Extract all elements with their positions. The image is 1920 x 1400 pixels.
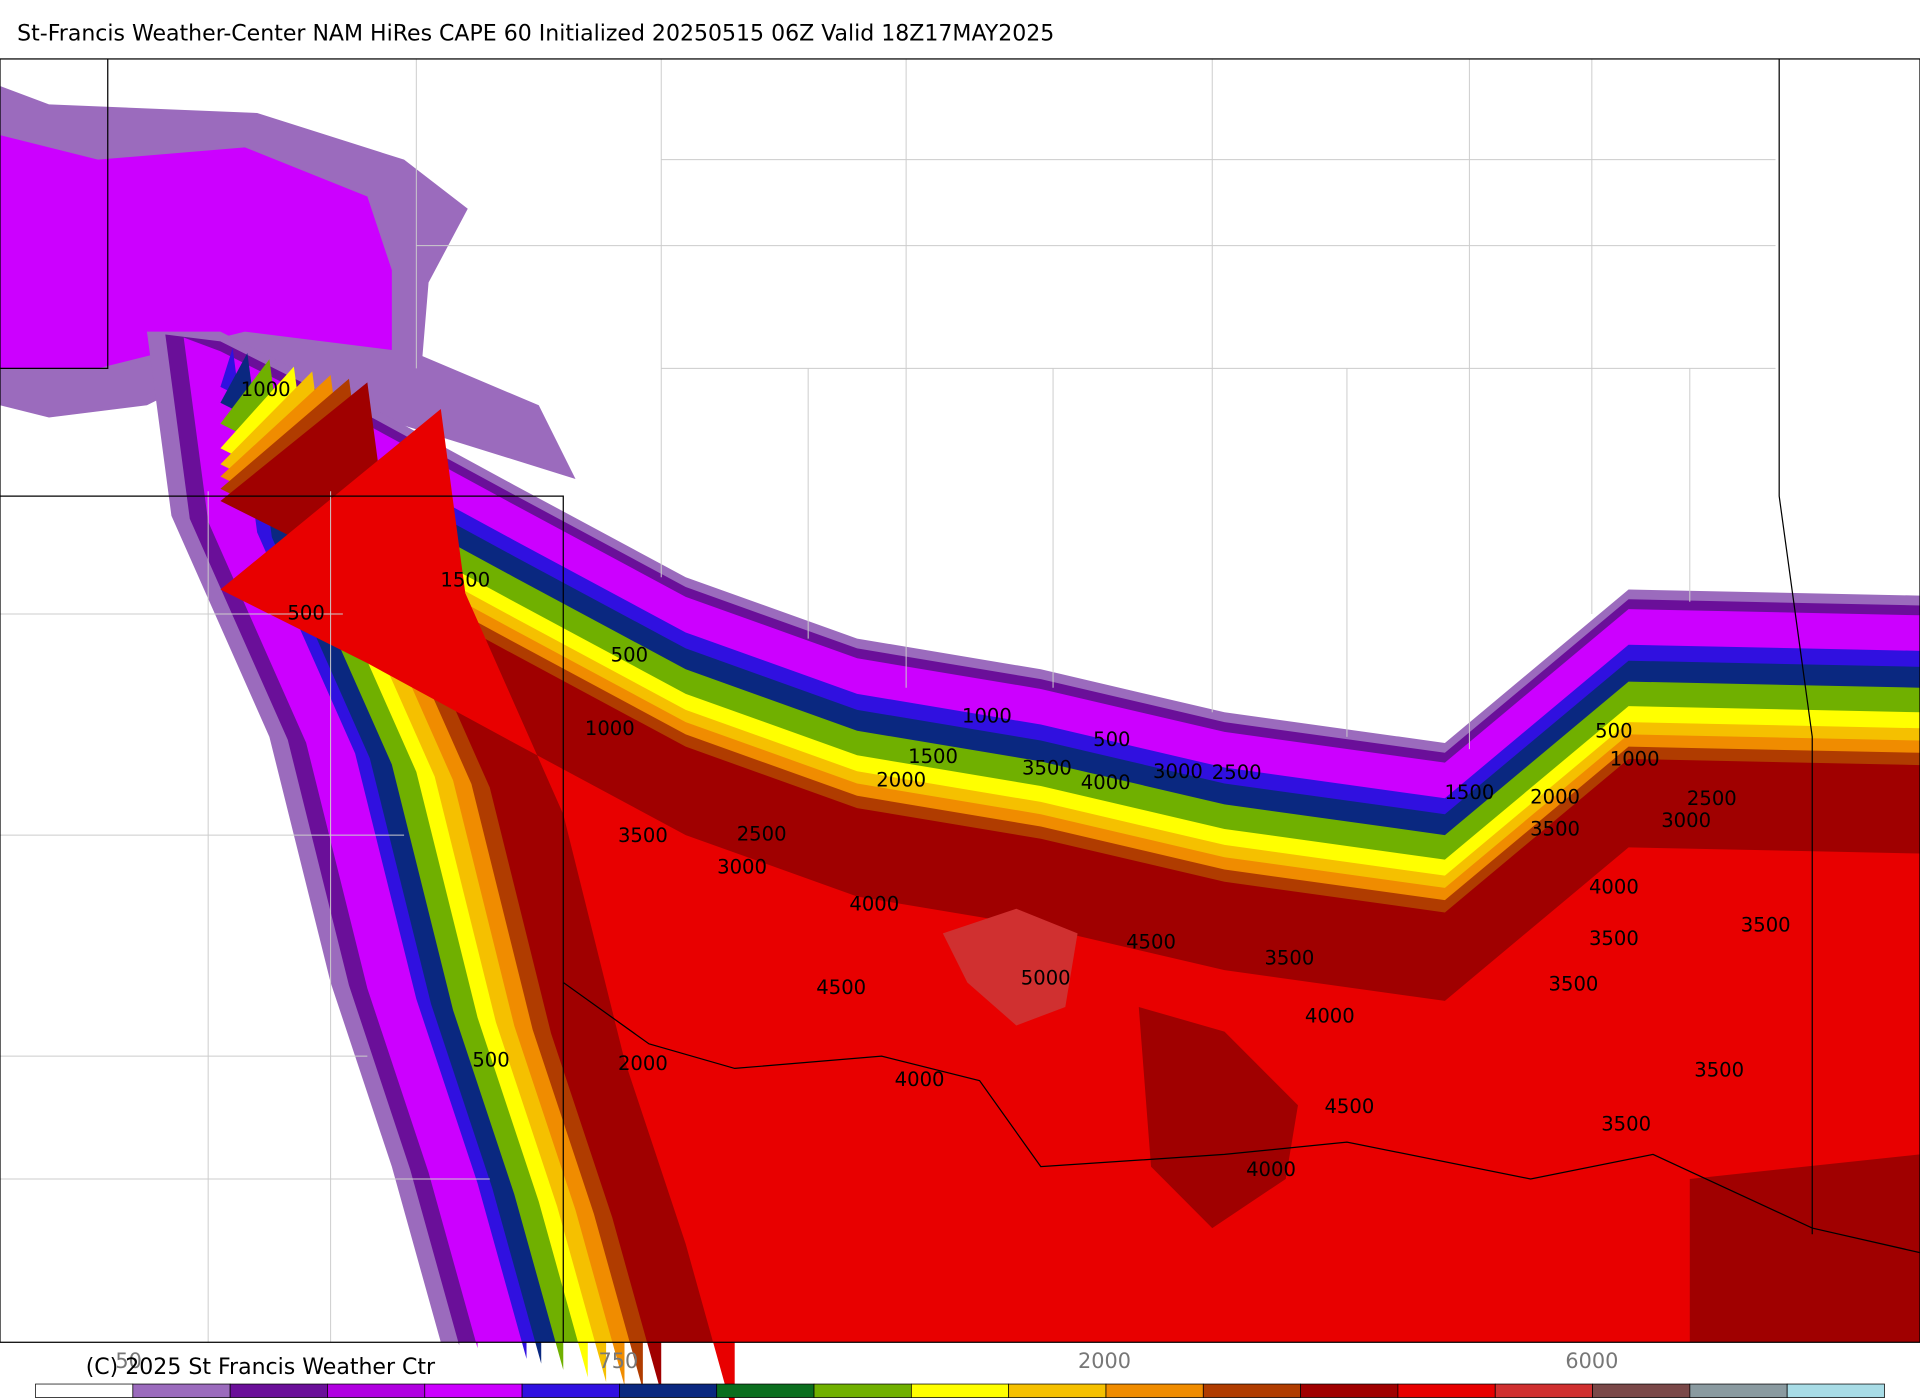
contour-label: 500 [611, 643, 648, 666]
contour-label: 3500 [1741, 913, 1791, 936]
contour-label: 1000 [962, 705, 1012, 728]
cape-band [942, 908, 1078, 1026]
contour-label: 4500 [1324, 1095, 1374, 1118]
contour-label: 3500 [1549, 972, 1599, 995]
colorbar-swatch [521, 1383, 620, 1398]
contour-label: 1000 [241, 378, 291, 401]
colorbar-label: 50 [115, 1349, 141, 1373]
colorbar-label: 750 [599, 1349, 639, 1373]
contour-label: 3500 [1694, 1058, 1744, 1081]
colorbar-label: 6000 [1565, 1349, 1618, 1373]
contour-label: 4000 [849, 893, 899, 916]
contour-label: 4000 [1081, 771, 1131, 794]
colorbar-swatch [619, 1383, 718, 1398]
contour-label: 3500 [1601, 1112, 1651, 1135]
contour-label: 4000 [1305, 1004, 1355, 1027]
contour-label: 3000 [1661, 809, 1711, 832]
contour-label: 3500 [618, 824, 668, 847]
contour-label: 500 [1595, 719, 1632, 742]
colorbar-swatch [424, 1383, 523, 1398]
colorbar-swatch [1592, 1383, 1691, 1398]
contour-label: 2000 [618, 1052, 668, 1075]
contour-label: 1500 [908, 745, 958, 768]
colorbar-swatch [132, 1383, 231, 1398]
colorbar-swatch [1202, 1383, 1301, 1398]
contour-label: 2000 [1530, 786, 1580, 809]
colorbar-swatch [813, 1383, 912, 1398]
contour-label: 2500 [737, 823, 787, 846]
contour-label: 500 [472, 1049, 509, 1072]
contour-label: 3000 [717, 856, 767, 879]
contour-label: 2000 [876, 769, 926, 792]
colorbar-swatch [327, 1383, 426, 1398]
contour-label: 1500 [1444, 781, 1494, 804]
colorbar-swatch [1008, 1383, 1107, 1398]
cape-band [220, 408, 1920, 1400]
copyright: (C) 2025 St Francis Weather Ctr [86, 1355, 436, 1380]
contour-label: 1500 [440, 568, 490, 591]
contour-labels: 1000150050050010001000150020005003500400… [241, 378, 1791, 1181]
cape-fill [0, 85, 1920, 1400]
map: 1000150050050010001000150020005003500400… [0, 58, 1920, 1400]
colorbar-swatch [35, 1383, 134, 1398]
county-lines [0, 58, 1776, 1343]
colorbar-swatch [716, 1383, 815, 1398]
contour-label: 1000 [585, 717, 635, 740]
contour-label: 3500 [1264, 947, 1314, 970]
colorbar-swatch [1397, 1383, 1496, 1398]
contour-label: 3000 [1153, 760, 1203, 783]
contour-label: 1000 [1610, 748, 1660, 771]
contour-label: 500 [1093, 728, 1130, 751]
colorbar-swatch [1494, 1383, 1593, 1398]
contour-label: 3500 [1530, 818, 1580, 841]
contour-label: 4000 [895, 1068, 945, 1091]
map-frame [0, 58, 1920, 1343]
contour-label: 4500 [816, 976, 866, 999]
contour-label: 500 [287, 602, 324, 625]
colorbar-swatch [1786, 1383, 1885, 1398]
colorbar-swatch [229, 1383, 328, 1398]
contour-label: 5000 [1021, 966, 1071, 989]
contour-label: 3500 [1589, 927, 1639, 950]
contour-label: 4000 [1589, 875, 1639, 898]
contour-label: 2500 [1687, 787, 1737, 810]
contour-label: 2500 [1212, 761, 1262, 784]
contour-label: 4500 [1126, 931, 1176, 954]
colorbar-swatch [1689, 1383, 1788, 1398]
colorbar-swatch [1105, 1383, 1204, 1398]
colorbar-label: 2000 [1078, 1349, 1131, 1373]
cape-region [0, 135, 392, 369]
cape-band [1138, 1007, 1920, 1343]
colorbar-swatch [1300, 1383, 1399, 1398]
contour-label: 3500 [1022, 756, 1072, 779]
colorbar: 50 750 2000 6000 [35, 1349, 1885, 1398]
contour-label: 4000 [1246, 1158, 1296, 1181]
title: St-Francis Weather-Center NAM HiRes CAPE… [17, 21, 1054, 46]
colorbar-swatch [910, 1383, 1010, 1398]
state-borders [0, 58, 1920, 1343]
